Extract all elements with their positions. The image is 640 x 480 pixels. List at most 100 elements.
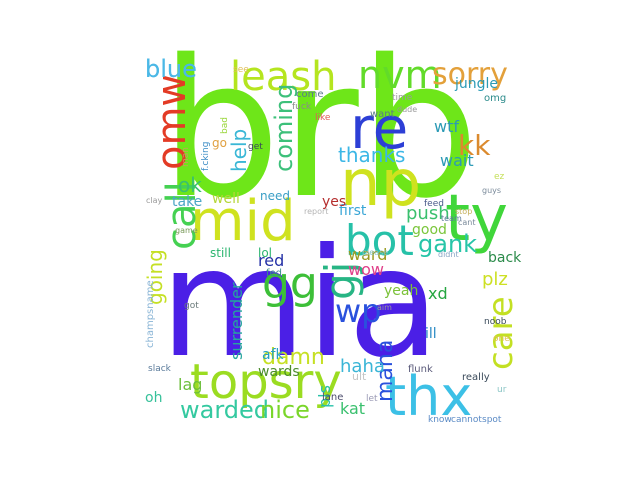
word-wtf: wtf bbox=[434, 117, 459, 136]
word-np: np bbox=[340, 147, 421, 221]
word-wards: wards bbox=[258, 364, 300, 380]
word-gg: gg bbox=[262, 258, 318, 309]
word-guys: guys bbox=[482, 186, 501, 195]
word-lag: lag bbox=[178, 375, 202, 394]
word-good: good bbox=[412, 222, 447, 238]
word-brb: brb bbox=[160, 19, 479, 240]
word-ur: ur bbox=[497, 385, 507, 395]
word-noob: noob bbox=[484, 317, 507, 327]
word-team: team bbox=[441, 214, 462, 223]
word-omw: omw bbox=[149, 74, 195, 170]
word-stop: stop bbox=[455, 207, 472, 216]
word-know: know bbox=[428, 415, 452, 425]
word-haha: haha bbox=[340, 356, 385, 377]
word-ez: ez bbox=[494, 172, 505, 182]
word-thx: thx bbox=[385, 365, 472, 428]
word-ward: ward bbox=[348, 245, 387, 264]
word-sorry: sorry bbox=[432, 57, 508, 92]
word-damn: damn bbox=[262, 345, 325, 370]
word-didnt: didnt bbox=[438, 250, 459, 259]
word-leash: leash bbox=[230, 54, 336, 100]
word-fuck: fuck bbox=[292, 102, 312, 112]
word-ty: ty bbox=[445, 182, 508, 256]
word-champsname: champsname bbox=[145, 280, 156, 348]
word-want: want bbox=[370, 109, 395, 120]
word-ill: ill bbox=[425, 326, 437, 342]
word-slack: slack bbox=[148, 364, 172, 374]
word-thanks: thanks bbox=[338, 143, 405, 167]
word-time: time bbox=[392, 93, 413, 103]
word-bad: bad bbox=[220, 117, 230, 134]
word-nice: nice bbox=[260, 396, 310, 424]
word-surrender: surrender bbox=[227, 282, 246, 360]
word-yes: yes bbox=[322, 194, 346, 210]
word-red: red bbox=[258, 251, 284, 270]
word-wow: wow bbox=[348, 260, 384, 279]
word-cant: cant bbox=[458, 218, 476, 227]
word-help: help bbox=[227, 129, 251, 172]
word-re: re bbox=[350, 94, 408, 162]
word-take: take bbox=[172, 194, 202, 210]
word-xd: xd bbox=[428, 284, 448, 303]
word-kat: kat bbox=[340, 399, 365, 418]
word-cannot: cannot bbox=[451, 415, 482, 425]
word-report: report bbox=[304, 207, 328, 216]
word-ult: ult bbox=[352, 370, 367, 383]
word-mana: mana bbox=[373, 340, 398, 402]
word-go: go bbox=[212, 136, 227, 150]
word-lane: lane bbox=[322, 392, 343, 403]
word-going: going bbox=[143, 249, 167, 305]
word-fed: fed bbox=[266, 268, 282, 279]
word-wait: wait bbox=[440, 151, 474, 170]
word-wp: wp bbox=[335, 292, 381, 330]
word-still: still bbox=[210, 246, 231, 260]
word-clay: clay bbox=[146, 196, 163, 205]
word-blue: blue bbox=[145, 55, 197, 83]
word-aim: aim bbox=[377, 303, 392, 312]
word-warded: warded bbox=[180, 396, 269, 424]
word-man: man bbox=[181, 147, 191, 167]
word-game: game bbox=[175, 226, 198, 235]
word-yeah: yeah bbox=[384, 283, 418, 299]
word-omg: omg bbox=[484, 93, 506, 104]
word-well: well bbox=[212, 191, 240, 207]
word-see: see bbox=[233, 65, 249, 75]
word-push: push bbox=[406, 203, 450, 224]
word-back: back bbox=[488, 250, 522, 266]
word-like: like bbox=[315, 113, 331, 123]
word-gank: gank bbox=[418, 230, 477, 258]
word-come: come bbox=[296, 89, 324, 100]
word-need: need bbox=[260, 189, 290, 203]
word-mid: mid bbox=[190, 189, 296, 254]
word-call: call bbox=[159, 181, 205, 250]
word-oh: oh bbox=[145, 390, 162, 406]
word-mia: mia bbox=[160, 217, 440, 391]
word-really: really bbox=[462, 372, 490, 383]
word-jungle: jungle bbox=[454, 76, 498, 92]
word-spot: spot bbox=[482, 415, 502, 425]
word-feed: feed bbox=[424, 199, 444, 209]
word-f-cking: f.cking bbox=[201, 142, 211, 171]
word-afk: afk bbox=[262, 347, 285, 363]
word-gj: gj bbox=[316, 262, 365, 300]
word-blue: blue bbox=[145, 55, 197, 83]
word-dude: dude bbox=[397, 105, 417, 114]
word-coming: coming bbox=[270, 84, 298, 172]
word-get: get bbox=[248, 142, 263, 152]
word-bot: bot bbox=[345, 216, 414, 265]
word-topsry: topsry bbox=[190, 354, 342, 410]
word-kk: kk bbox=[458, 129, 491, 162]
word-let: let bbox=[366, 394, 378, 404]
word-one: one bbox=[493, 334, 510, 344]
word-nvm: nvm bbox=[358, 53, 442, 97]
word-lol: lol bbox=[258, 246, 272, 260]
word-please: please bbox=[362, 248, 388, 257]
word-flunk: flunk bbox=[408, 364, 433, 375]
word-care: care bbox=[481, 296, 521, 370]
word-ok: ok bbox=[178, 173, 202, 197]
word-got: got bbox=[184, 301, 199, 311]
word-first: first bbox=[339, 203, 367, 219]
